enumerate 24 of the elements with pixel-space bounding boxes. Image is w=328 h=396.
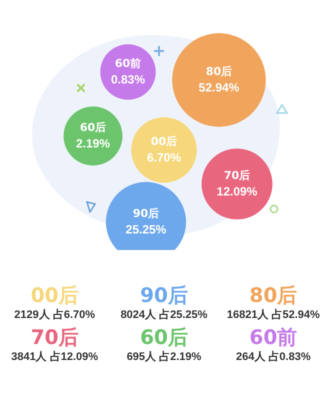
category-label: 60前 — [114, 56, 142, 70]
data-label: 25.25% — [126, 222, 167, 236]
category-label: 70后 — [30, 325, 79, 349]
category-label: 90后 — [132, 206, 160, 220]
data-label: 0.83% — [110, 72, 146, 86]
data-label: 6.70% — [146, 150, 182, 164]
category-label: 60后 — [80, 120, 106, 134]
text: 264人 占0.83% — [235, 350, 312, 365]
category-label: 70后 — [224, 168, 250, 182]
text: 2129人 占6.70% — [13, 308, 96, 323]
category-label: 60后 — [140, 325, 188, 349]
data-label: 2.19% — [76, 136, 110, 150]
category-label: 80后 — [249, 283, 298, 307]
text: 8024人 占25.25% — [120, 308, 208, 323]
data-label: 12.09% — [216, 184, 258, 198]
text: 695人 占2.19% — [126, 350, 202, 365]
text: 16821人 占52.94% — [226, 308, 321, 323]
category-label: 90后 — [140, 283, 188, 307]
data-label: 52.94% — [198, 80, 240, 94]
category-label: 00后 — [30, 283, 79, 307]
text: 3841人 占12.09% — [10, 350, 100, 365]
category-label: 60前 — [249, 325, 298, 349]
category-label: 80后 — [206, 64, 232, 78]
category-label: 00后 — [150, 134, 178, 148]
